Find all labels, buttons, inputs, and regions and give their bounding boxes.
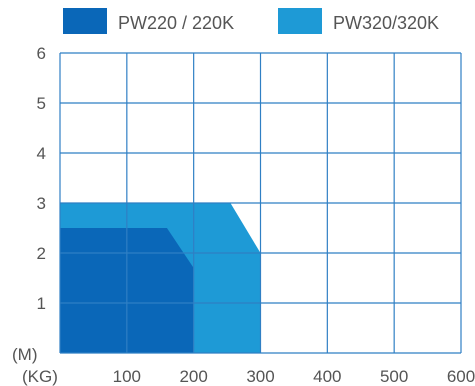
- legend-swatch-pw320: [278, 8, 322, 34]
- legend-label-pw320: PW320/320K: [333, 13, 439, 33]
- axis-ticks: 100 200 300 400 500 600 1 2 3 4 5 6: [37, 44, 475, 386]
- y-axis-label: (M): [12, 345, 37, 364]
- grid: [59, 52, 462, 354]
- series-layer: [60, 203, 261, 353]
- y-tick-label: 6: [37, 44, 46, 63]
- x-tick-label: 600: [447, 367, 475, 386]
- y-tick-label: 1: [37, 294, 46, 313]
- y-tick-label: 5: [37, 94, 46, 113]
- legend-label-pw220: PW220 / 220K: [118, 13, 234, 33]
- x-axis-label: (KG): [22, 367, 58, 386]
- legend: PW220 / 220K PW320/320K: [63, 8, 439, 34]
- x-tick-label: 100: [113, 367, 141, 386]
- x-tick-label: 300: [246, 367, 274, 386]
- y-tick-label: 4: [37, 144, 46, 163]
- x-tick-label: 200: [179, 367, 207, 386]
- y-tick-label: 2: [37, 244, 46, 263]
- x-tick-label: 400: [313, 367, 341, 386]
- legend-swatch-pw220: [63, 8, 107, 34]
- y-tick-label: 3: [37, 194, 46, 213]
- x-tick-label: 500: [380, 367, 408, 386]
